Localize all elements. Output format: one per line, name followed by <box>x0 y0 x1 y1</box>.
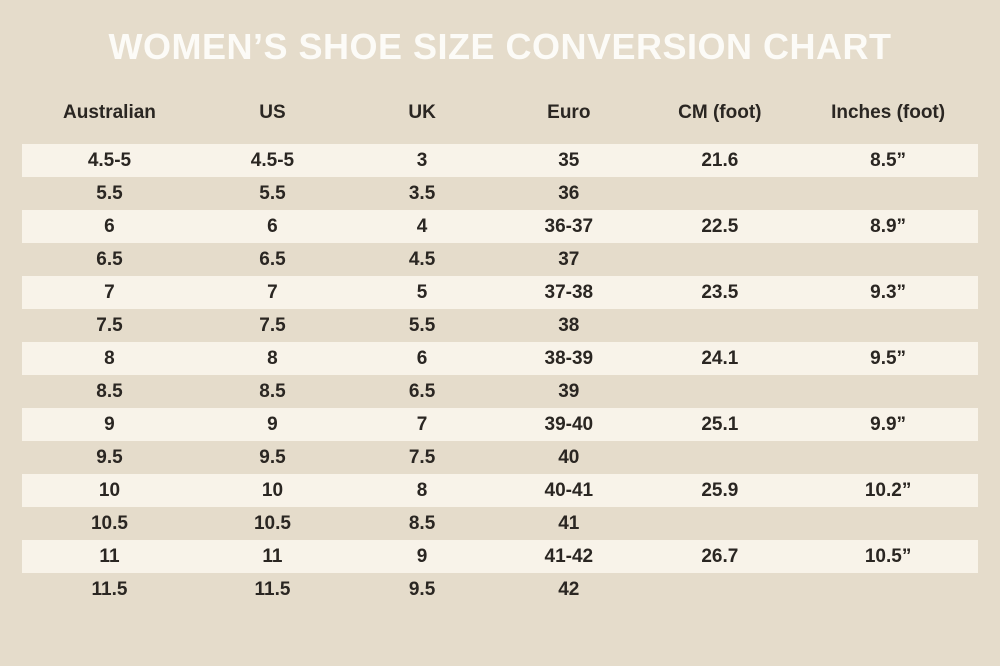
table-cell-us: 10 <box>261 480 284 501</box>
table-cell-us: 10.5 <box>253 513 291 534</box>
table-cell-australian: 9.5 <box>96 447 123 468</box>
table-cell-us: 9 <box>267 414 278 435</box>
table-cell-euro: 40-41 <box>544 480 594 501</box>
header-cell-inches-foot: Inches (foot) <box>831 101 946 123</box>
table-cell-australian: 4.5-5 <box>87 150 132 171</box>
table-row: 4.5-5 4.5-5 3 35 21.6 8.5” <box>22 144 978 177</box>
table-row: 7.5 7.5 5.5 38 <box>22 309 978 342</box>
table-row: 7 7 5 37-38 23.5 9.3” <box>22 276 978 309</box>
table-cell-us: 11 <box>262 546 283 567</box>
table-row: 10.5 10.5 8.5 41 <box>22 507 978 540</box>
table-cell-uk: 5 <box>416 282 428 303</box>
table-cell-uk: 3.5 <box>408 183 436 204</box>
table-cell-uk: 3 <box>416 150 428 171</box>
table-cell-uk: 5.5 <box>408 315 436 336</box>
header-cell-australian: Australian <box>63 101 156 123</box>
table-cell-australian: 8 <box>104 348 115 369</box>
table-row: 5.5 5.5 3.5 36 <box>22 177 978 210</box>
table-cell-inches: 10.5” <box>864 546 912 567</box>
table-cell-inches: 8.9” <box>870 216 907 237</box>
table-cell-euro: 38-39 <box>544 348 594 369</box>
header-cell-euro: Euro <box>547 101 591 123</box>
header-cell-uk: UK <box>408 101 436 123</box>
table-cell-uk: 7.5 <box>408 447 436 468</box>
table-row: 8.5 8.5 6.5 39 <box>22 375 978 408</box>
table-cell-euro: 35 <box>558 150 580 171</box>
table-cell-euro: 36 <box>558 183 580 204</box>
table-cell-us: 6 <box>267 216 278 237</box>
table-cell-euro: 38 <box>558 315 580 336</box>
table-cell-inches: 9.3” <box>870 282 907 303</box>
table-cell-uk: 9 <box>416 546 428 567</box>
table-cell-euro: 42 <box>558 579 580 600</box>
table-cell-uk: 6.5 <box>408 381 436 402</box>
table-cell-inches: 9.5” <box>870 348 907 369</box>
table-cell-cm: 26.7 <box>701 546 739 567</box>
table-cell-inches: 10.2” <box>864 480 912 501</box>
table-cell-inches: 8.5” <box>870 150 907 171</box>
table-row: 11 11 9 41-42 26.7 10.5” <box>22 540 978 573</box>
chart-title: WOMEN’S SHOE SIZE CONVERSION CHART <box>108 26 892 67</box>
table-cell-euro: 40 <box>558 447 580 468</box>
table-row: 11.5 11.5 9.5 42 <box>22 573 978 606</box>
table-cell-australian: 7.5 <box>96 315 123 336</box>
table-cell-us: 7.5 <box>259 315 286 336</box>
table-cell-euro: 36-37 <box>544 216 594 237</box>
table-cell-euro: 41-42 <box>544 546 594 567</box>
header-cell-cm-foot: CM (foot) <box>678 101 762 123</box>
table-cell-australian: 6.5 <box>96 249 123 270</box>
table-cell-us: 5.5 <box>259 183 286 204</box>
table-cell-uk: 8 <box>416 480 428 501</box>
table-cell-uk: 4 <box>416 216 428 237</box>
table-cell-australian: 8.5 <box>96 381 123 402</box>
table-cell-cm: 25.9 <box>701 480 739 501</box>
table-header-row: Australian US UK Euro CM (foot) Inches (… <box>22 95 978 129</box>
table-row: 9.5 9.5 7.5 40 <box>22 441 978 474</box>
table-cell-cm: 21.6 <box>701 150 739 171</box>
table-row: 9 9 7 39-40 25.1 9.9” <box>22 408 978 441</box>
table-cell-australian: 5.5 <box>96 183 123 204</box>
table-row: 6 6 4 36-37 22.5 8.9” <box>22 210 978 243</box>
table-cell-australian: 10 <box>98 480 121 501</box>
table-cell-cm: 24.1 <box>701 348 739 369</box>
table-cell-euro: 37-38 <box>544 282 594 303</box>
table-cell-uk: 9.5 <box>408 579 436 600</box>
table-cell-euro: 37 <box>558 249 580 270</box>
table-cell-cm: 23.5 <box>701 282 739 303</box>
table-row: 8 8 6 38-39 24.1 9.5” <box>22 342 978 375</box>
table-cell-uk: 8.5 <box>408 513 436 534</box>
table-cell-euro: 39-40 <box>544 414 594 435</box>
table-cell-australian: 9 <box>104 414 115 435</box>
table-cell-australian: 11.5 <box>91 579 128 600</box>
table-cell-uk: 7 <box>416 414 428 435</box>
table-cell-us: 4.5-5 <box>250 150 295 171</box>
table-cell-cm: 22.5 <box>701 216 739 237</box>
header-cell-us: US <box>259 101 286 123</box>
table-cell-uk: 4.5 <box>408 249 436 270</box>
table-cell-us: 8 <box>267 348 278 369</box>
size-conversion-table: Australian US UK Euro CM (foot) Inches (… <box>22 95 978 606</box>
table-row: 10 10 8 40-41 25.9 10.2” <box>22 474 978 507</box>
table-cell-us: 8.5 <box>259 381 286 402</box>
table-cell-us: 7 <box>267 282 278 303</box>
table-cell-us: 11.5 <box>254 579 291 600</box>
table-cell-australian: 6 <box>104 216 115 237</box>
table-cell-cm: 25.1 <box>701 414 739 435</box>
table-cell-uk: 6 <box>416 348 428 369</box>
table-cell-australian: 10.5 <box>90 513 128 534</box>
table-cell-us: 9.5 <box>259 447 286 468</box>
table-cell-euro: 41 <box>558 513 580 534</box>
table-row: 6.5 6.5 4.5 37 <box>22 243 978 276</box>
table-body: 4.5-5 4.5-5 3 35 21.6 8.5” 5.5 5.5 3.5 3… <box>22 144 978 606</box>
table-cell-australian: 7 <box>104 282 115 303</box>
table-cell-us: 6.5 <box>259 249 286 270</box>
table-cell-australian: 11 <box>99 546 120 567</box>
table-cell-inches: 9.9” <box>870 414 907 435</box>
table-cell-euro: 39 <box>558 381 580 402</box>
